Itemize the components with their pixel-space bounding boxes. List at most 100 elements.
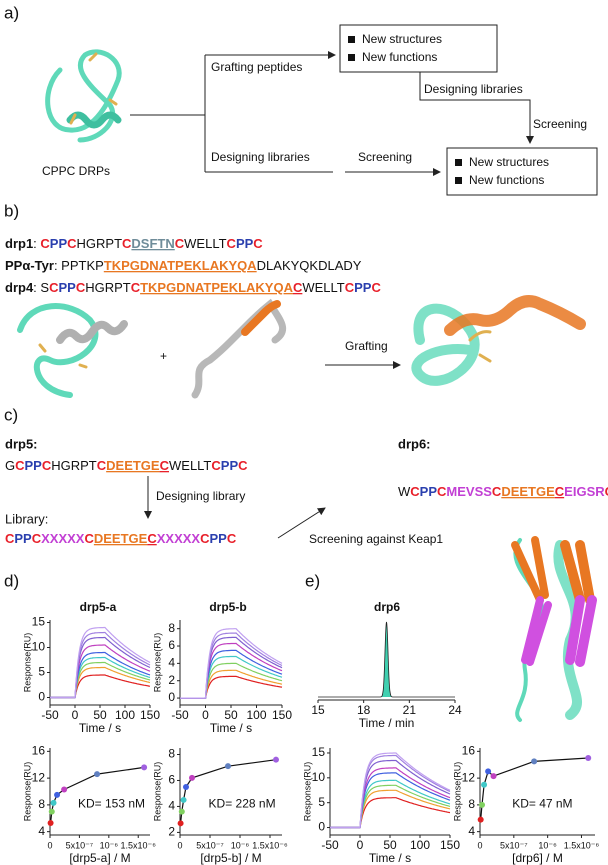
fit-curve [180,759,277,824]
sequence-segment: C [227,236,237,251]
sequence-segment: C [437,484,447,499]
panel-label: e) [305,571,320,590]
sequence-segment: XXXXX [157,531,201,546]
sequence-segment: C [555,484,565,499]
box-item: New functions [362,50,437,64]
sequence-segment: C [42,458,52,473]
sequence-segment: WELLT [302,280,344,295]
kd-annotation: KD= 153 nM [78,797,145,811]
y-tick-label: 8 [168,621,175,635]
x-axis-label: [drp6] / M [512,851,563,865]
sequence-segment: C [67,236,77,251]
box-item: New functions [469,173,544,187]
y-tick-label: 8 [38,797,45,811]
data-point [485,768,492,775]
sequence-segment: C [122,236,132,251]
x-tick-label: 100 [410,838,430,852]
y-tick-label: 6 [168,773,175,787]
sequence-segment: DEETGE [501,484,555,499]
data-point [47,819,54,826]
sensorgram-curve [180,632,283,699]
x-tick-label: 5x10⁻⁷ [196,840,224,850]
x-tick-label: 15 [311,703,325,717]
sequence-segment: C [49,280,59,295]
kd-annotation: KD= 228 nM [209,797,276,811]
data-point [189,774,195,781]
sequence-segment: PP [236,236,254,251]
x-tick-label: 0 [177,840,182,850]
x-tick-label: 100 [115,708,135,722]
sensorgram-curve [330,784,451,829]
y-tick-label: 4 [168,799,175,813]
sensorgram-curve [330,759,451,829]
sequence-name: drp1 [5,236,33,251]
sequence: drp1: CPPCHGRPTCDSFTNCWELLTCPPC [5,236,263,251]
data-point [531,758,538,765]
x-tick-label: 0 [72,708,79,722]
sequence-segment: EIGSR [564,484,605,499]
label: Screening [358,150,412,164]
box [446,147,598,196]
sequence-segment: XXXXX [41,531,85,546]
label: drp5: [5,436,38,451]
y-tick-label: 4 [168,656,175,670]
sequence-segment: C [84,531,94,546]
y-axis-label: Response(RU) [22,762,32,822]
y-tick-label: 15 [312,745,326,759]
sequence-segment: C [605,484,608,499]
x-tick-label: 10⁻⁶ [538,840,557,850]
sensorgram-curve [50,626,151,699]
label: drp6: [398,436,431,451]
sequence-segment: C [131,280,141,295]
bullet [348,54,355,61]
bullet [455,177,462,184]
y-tick-label: 12 [462,770,476,784]
sequence-segment: PP [209,531,227,546]
sequence-segment: C [175,236,185,251]
bullet [455,159,462,166]
y-tick-label: 16 [32,744,46,758]
data-point [490,773,497,780]
connector [130,55,206,172]
y-axis-label: Response(RU) [302,762,312,822]
sensorgram-curve [330,797,451,829]
y-tick-label: 6 [168,638,175,652]
x-axis-label: Time / s [210,721,252,735]
sequence-name: PPα-Tyr [5,258,54,273]
x-tick-label: -50 [171,708,189,722]
sequence-segment: C [15,458,25,473]
x-tick-label: 10⁻⁶ [231,840,250,850]
sequence-segment: C [76,280,86,295]
sequence-segment: PP [354,280,372,295]
x-tick-label: 150 [272,708,292,722]
plus: + [160,349,167,363]
data-point [50,799,57,806]
sequence-segment: HGRPT [77,236,123,251]
panel-label: a) [4,3,19,22]
x-tick-label: 5x10⁻⁷ [66,840,94,850]
x-tick-label: 1.5x10⁻⁶ [252,840,288,850]
data-point [585,755,592,762]
sequence-segment: C [492,484,502,499]
sequence-segment: C [410,484,420,499]
sequence-segment: C [32,531,42,546]
protein-cartoon [45,49,122,143]
sequence-segment: C [147,531,157,546]
y-tick-label: 8 [168,747,175,761]
y-tick-label: 10 [312,770,326,784]
sequence-segment: PP [221,458,239,473]
sequence-segment: W [398,484,411,499]
y-axis-label: Response(RU) [152,762,162,822]
y-tick-label: 0 [318,820,325,834]
sequence-segment: G [5,458,15,473]
label: Designing library [156,489,245,503]
sequence-segment: TKPGDNATPEKLAKYQA [140,280,293,295]
data-point [180,796,187,803]
sequence-segment: MEVSS [446,484,492,499]
y-tick-label: 0 [168,690,175,704]
bullet [348,36,355,43]
sequence-segment: C [97,458,107,473]
label: Designing libraries [424,82,523,96]
data-point [177,820,184,827]
